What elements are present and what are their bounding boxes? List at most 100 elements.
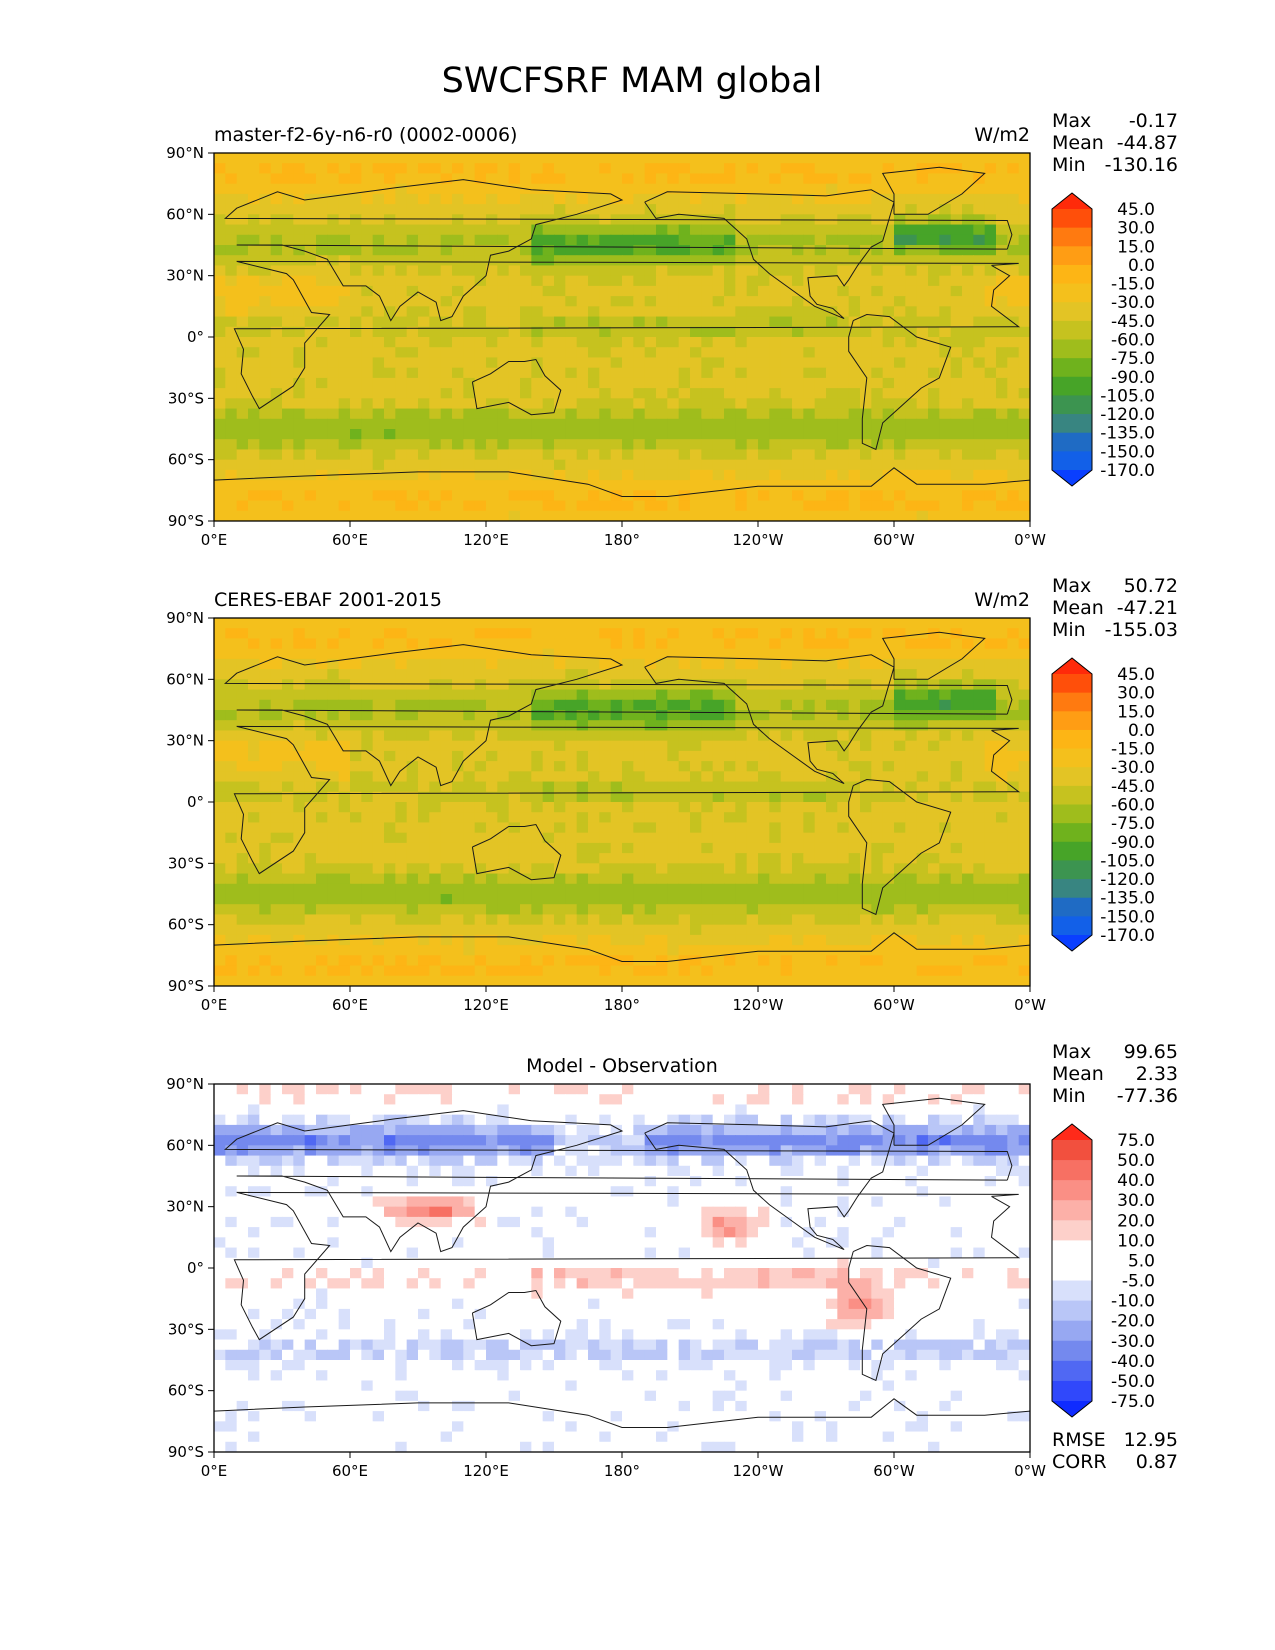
lon-tick-label: 120°W xyxy=(733,1462,784,1480)
lat-tick-label: 90°S xyxy=(168,512,204,530)
lat-tick-label: 0° xyxy=(187,328,204,346)
colorbar: 45.030.015.00.0-15.0-30.0-45.0-60.0-75.0… xyxy=(1051,657,1155,952)
stat-label: Max xyxy=(1052,575,1091,597)
lon-tick-label: 120°E xyxy=(463,1462,509,1480)
lat-tick-label: 60°S xyxy=(168,451,204,469)
stat-label: Min xyxy=(1052,619,1086,641)
colorbar-label: -105.0 xyxy=(1100,851,1155,871)
colorbar-label: -170.0 xyxy=(1100,461,1155,481)
lon-tick-label: 60°W xyxy=(873,1462,915,1480)
stat-label: Max xyxy=(1052,110,1091,132)
field-shading xyxy=(214,153,1030,521)
stat-value: 99.65 xyxy=(1124,1041,1178,1063)
lon-tick-label: 60°W xyxy=(873,996,915,1014)
panel-center-title: Model - Observation xyxy=(526,1055,718,1077)
lon-tick-label: 0°E xyxy=(201,531,228,549)
map-panel-3: 0°E 60°E 120°E 180° 120°W 60°W 0°W 90°N 60°N 30°N… xyxy=(166,1041,1178,1480)
colorbar-label: -5.0 xyxy=(1122,1272,1155,1292)
colorbar-label: 15.0 xyxy=(1117,237,1155,257)
stat-value: 50.72 xyxy=(1124,575,1178,597)
stat-value: -0.17 xyxy=(1129,110,1178,132)
stat-value: 2.33 xyxy=(1136,1063,1178,1085)
colorbar-label: -150.0 xyxy=(1100,907,1155,927)
colorbar-label: -15.0 xyxy=(1111,275,1155,295)
colorbar-label: -150.0 xyxy=(1100,442,1155,462)
colorbar-label: -75.0 xyxy=(1111,814,1155,834)
field-shading xyxy=(214,1084,1030,1452)
panel-left-title: master-f2-6y-n6-r0 (0002-0006) xyxy=(214,124,517,146)
lon-tick-label: 120°W xyxy=(733,996,784,1014)
lat-tick-label: 30°N xyxy=(166,267,204,285)
lat-tick-label: 0° xyxy=(187,1259,204,1277)
coastlines xyxy=(214,166,1030,497)
lon-tick-label: 60°E xyxy=(332,531,368,549)
lat-tick-label: 30°N xyxy=(166,732,204,750)
colorbar-label: 30.0 xyxy=(1117,219,1155,239)
stat-label: CORR xyxy=(1052,1451,1107,1473)
lat-tick-label: 60°S xyxy=(168,916,204,934)
lat-tick-label: 60°S xyxy=(168,1382,204,1400)
stat-label: Max xyxy=(1052,1041,1091,1063)
colorbar-label: -90.0 xyxy=(1111,368,1155,388)
lat-tick-label: 90°N xyxy=(166,1075,204,1093)
stat-value: 0.87 xyxy=(1136,1451,1178,1473)
colorbar-label: 30.0 xyxy=(1117,1191,1155,1211)
lon-tick-label: 60°E xyxy=(332,996,368,1014)
stat-label: Min xyxy=(1052,154,1086,176)
map-panel-2: 0°E 60°E 120°E 180° 120°W 60°W 0°W 90°N 60°N 30°N… xyxy=(166,575,1178,1014)
colorbar-label: -120.0 xyxy=(1100,405,1155,425)
lon-tick-label: 0°W xyxy=(1014,531,1046,549)
colorbar-label: 45.0 xyxy=(1117,200,1155,220)
stat-label: Mean xyxy=(1052,597,1104,619)
stat-value: -47.21 xyxy=(1117,597,1178,619)
lon-tick-label: 180° xyxy=(604,531,640,549)
lon-tick-label: 60°E xyxy=(332,1462,368,1480)
colorbar-label: -75.0 xyxy=(1111,349,1155,369)
colorbar-label: -135.0 xyxy=(1100,889,1155,909)
coastlines xyxy=(214,631,1030,962)
lon-tick-label: 180° xyxy=(604,1462,640,1480)
colorbar-label: 20.0 xyxy=(1117,1211,1155,1231)
colorbar-label: -15.0 xyxy=(1111,740,1155,760)
colorbar-label: 15.0 xyxy=(1117,702,1155,722)
panel-units: W/m2 xyxy=(974,589,1030,611)
lon-tick-label: 0°E xyxy=(201,996,228,1014)
lat-tick-label: 0° xyxy=(187,793,204,811)
lat-tick-label: 30°S xyxy=(168,389,204,407)
stat-value: 12.95 xyxy=(1124,1429,1178,1451)
coastlines xyxy=(214,1097,1030,1428)
field-shading xyxy=(214,618,1030,986)
stat-value: -77.36 xyxy=(1117,1085,1178,1107)
lon-tick-label: 0°W xyxy=(1014,996,1046,1014)
lat-tick-label: 60°N xyxy=(166,670,204,688)
colorbar-label: -105.0 xyxy=(1100,386,1155,406)
colorbar-label: -120.0 xyxy=(1100,870,1155,890)
colorbar-label: -170.0 xyxy=(1100,926,1155,946)
colorbar-label: 0.0 xyxy=(1128,721,1155,741)
stat-value: -155.03 xyxy=(1105,619,1178,641)
lon-tick-label: 120°E xyxy=(463,996,509,1014)
lat-tick-label: 30°S xyxy=(168,1320,204,1338)
colorbar-label: 75.0 xyxy=(1117,1131,1155,1151)
colorbar-label: -10.0 xyxy=(1111,1292,1155,1312)
colorbar: 45.030.015.00.0-15.0-30.0-45.0-60.0-75.0… xyxy=(1051,192,1155,487)
lon-tick-label: 180° xyxy=(604,996,640,1014)
stat-value: -130.16 xyxy=(1105,154,1178,176)
lat-tick-label: 60°N xyxy=(166,1136,204,1154)
lat-tick-label: 90°N xyxy=(166,609,204,627)
colorbar-label: -30.0 xyxy=(1111,1332,1155,1352)
lat-tick-label: 30°S xyxy=(168,854,204,872)
colorbar-label: -45.0 xyxy=(1111,777,1155,797)
stat-label: Min xyxy=(1052,1085,1086,1107)
colorbar-label: -30.0 xyxy=(1111,293,1155,313)
panel-left-title: CERES-EBAF 2001-2015 xyxy=(214,589,442,611)
colorbar-label: -45.0 xyxy=(1111,312,1155,332)
colorbar-label: 45.0 xyxy=(1117,665,1155,685)
lat-tick-label: 90°S xyxy=(168,977,204,995)
stat-label: RMSE xyxy=(1052,1429,1106,1451)
map-panel-1: 0°E 60°E 120°E 180° 120°W 60°W 0°W 90°N 60°N 30°N… xyxy=(166,110,1178,549)
stat-label: Mean xyxy=(1052,132,1104,154)
colorbar-label: -75.0 xyxy=(1111,1392,1155,1412)
colorbar-label: -20.0 xyxy=(1111,1312,1155,1332)
